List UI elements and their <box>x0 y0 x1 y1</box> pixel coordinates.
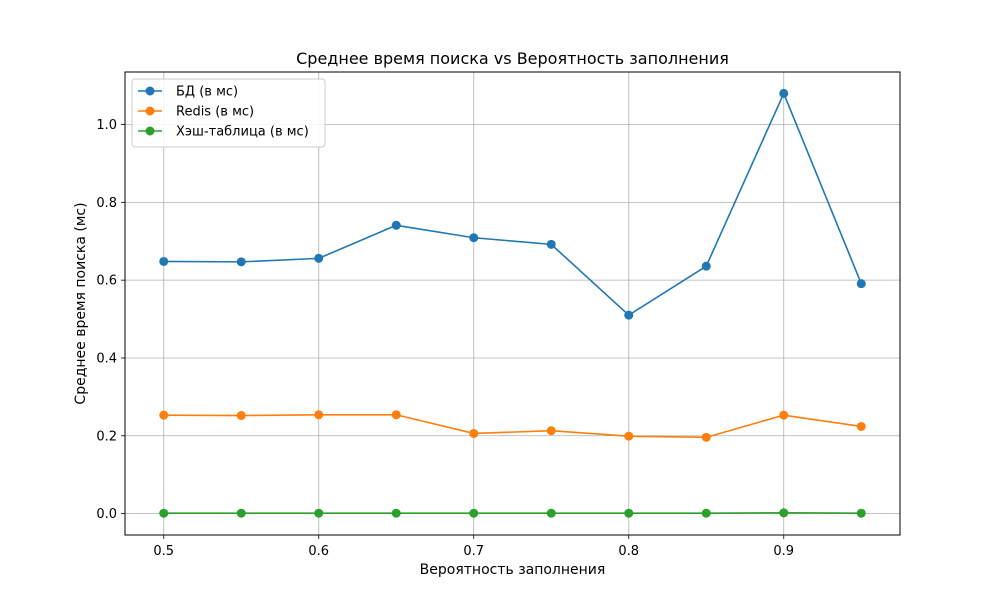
data-point <box>701 432 711 442</box>
y-tick-label: 1.0 <box>96 118 117 133</box>
legend-label: БД (в мс) <box>176 85 238 100</box>
y-tick-label: 0.2 <box>96 429 117 444</box>
data-point <box>779 508 789 518</box>
data-point <box>236 257 246 267</box>
x-tick-label: 0.7 <box>463 544 484 559</box>
y-axis-label: Среднее время поиска (мс) <box>73 202 89 404</box>
data-point <box>314 253 324 263</box>
data-point <box>236 508 246 518</box>
data-point <box>546 508 556 518</box>
legend-item: Redis (в мс) <box>138 105 254 120</box>
x-axis: 0.5 0.6 0.7 0.8 0.9 <box>153 535 794 559</box>
data-point <box>236 411 246 421</box>
series-layer <box>159 88 866 518</box>
series-1 <box>159 88 866 320</box>
data-point <box>159 508 169 518</box>
data-point <box>314 508 324 518</box>
data-point <box>779 410 789 420</box>
legend-frame <box>131 78 326 148</box>
y-tick-label: 0.4 <box>96 351 117 366</box>
y-tick-label: 0.0 <box>96 507 117 522</box>
data-point <box>856 279 866 289</box>
y-tick-label: 0.8 <box>96 196 117 211</box>
legend-marker <box>145 126 155 136</box>
plot-frame <box>124 71 901 536</box>
y-tick-label: 0.6 <box>96 274 117 289</box>
data-point <box>391 410 401 420</box>
y-axis: 0.0 0.2 0.4 0.6 0.8 1.0 <box>96 118 125 522</box>
data-point <box>779 88 789 98</box>
data-point <box>624 310 634 320</box>
legend-item: Хэш-таблица (в мс) <box>138 125 309 140</box>
x-tick-label: 0.5 <box>153 544 174 559</box>
data-point <box>159 410 169 420</box>
data-point <box>469 428 479 438</box>
data-point <box>469 233 479 243</box>
legend-item: БД (в мс) <box>138 85 238 100</box>
data-point <box>159 256 169 266</box>
data-point <box>624 508 634 518</box>
legend-label: Redis (в мс) <box>176 105 254 120</box>
data-point <box>391 508 401 518</box>
legend-marker <box>145 86 155 96</box>
data-point <box>701 508 711 518</box>
series-line <box>163 92 862 316</box>
x-tick-label: 0.9 <box>773 544 794 559</box>
x-axis-label: Вероятность заполнения <box>420 562 606 578</box>
data-point <box>469 508 479 518</box>
x-tick-label: 0.6 <box>308 544 329 559</box>
legend: БД (в мс) Redis (в мс) Хэш-таблица (в мс) <box>131 78 326 148</box>
data-point <box>856 421 866 431</box>
data-point <box>701 261 711 271</box>
data-point <box>546 239 556 249</box>
x-tick-label: 0.8 <box>618 544 639 559</box>
data-point <box>856 508 866 518</box>
series-2 <box>159 410 866 442</box>
series-line <box>163 413 862 439</box>
data-point <box>546 426 556 436</box>
data-point <box>314 410 324 420</box>
data-point <box>391 220 401 230</box>
legend-label: Хэш-таблица (в мс) <box>176 125 309 140</box>
series-3 <box>159 508 866 518</box>
chart-title: Среднее время поиска vs Вероятность запо… <box>296 49 729 68</box>
legend-marker <box>145 106 155 116</box>
data-point <box>624 431 634 441</box>
